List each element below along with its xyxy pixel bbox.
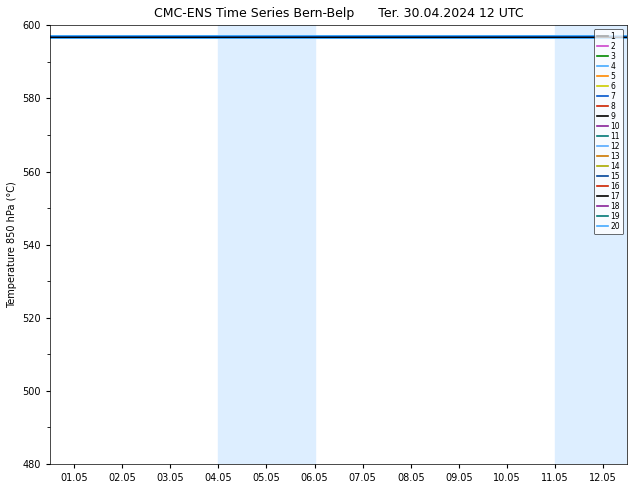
Y-axis label: Temperature 850 hPa (°C): Temperature 850 hPa (°C) [7, 181, 17, 308]
Bar [555, 25, 634, 464]
Bar [219, 25, 314, 464]
Legend: 1, 2, 3, 4, 5, 6, 7, 8, 9, 10, 11, 12, 13, 14, 15, 16, 17, 18, 19, 20: 1, 2, 3, 4, 5, 6, 7, 8, 9, 10, 11, 12, 1… [594, 29, 623, 234]
Title: CMC-ENS Time Series Bern-Belp      Ter. 30.04.2024 12 UTC: CMC-ENS Time Series Bern-Belp Ter. 30.04… [154, 7, 524, 20]
